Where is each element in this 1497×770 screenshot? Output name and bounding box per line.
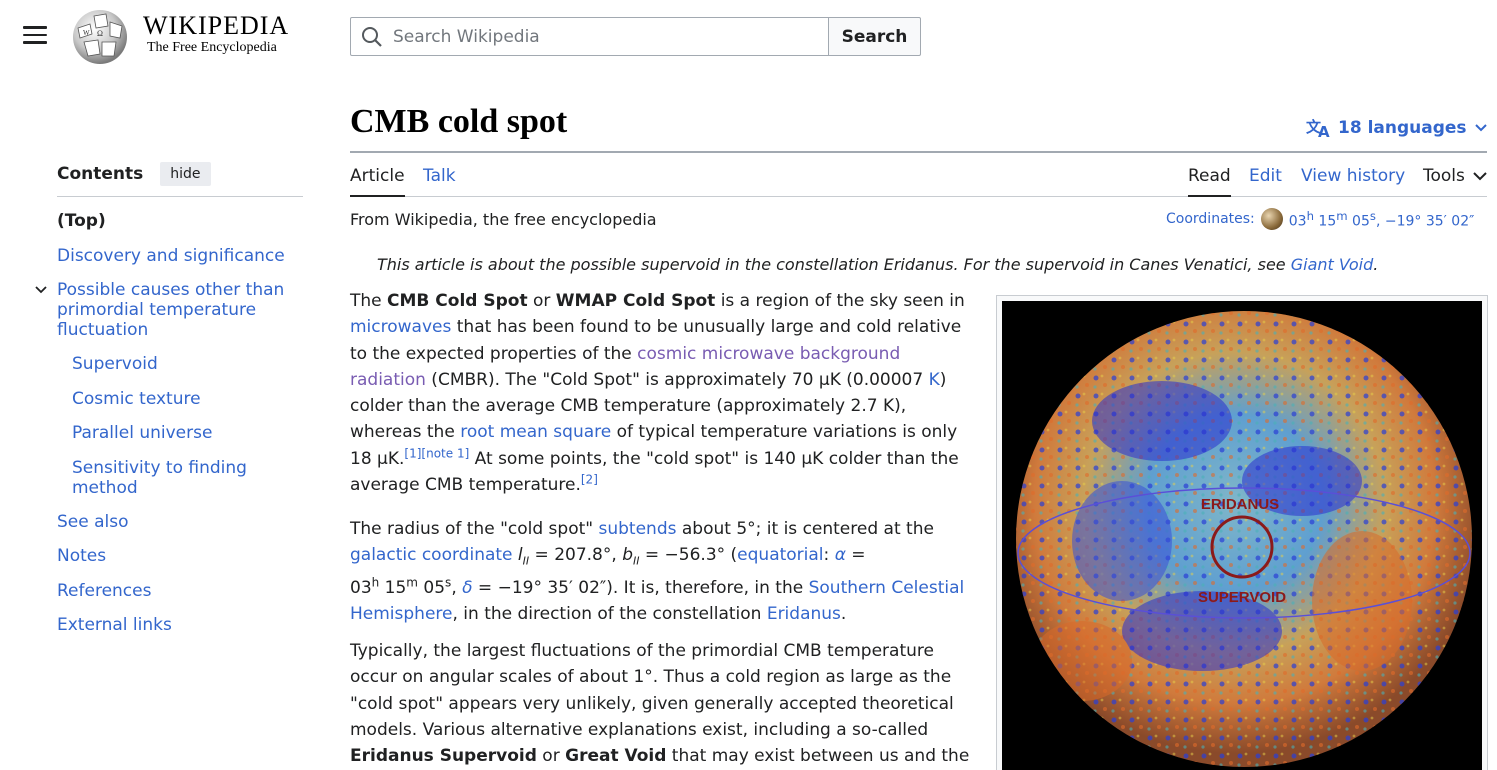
toc-item-possible-causes[interactable]: Possible causes other than primordial te… — [57, 280, 285, 340]
tab-article[interactable]: Article — [350, 166, 405, 197]
toc-item-cosmic-texture[interactable]: Cosmic texture — [72, 389, 201, 409]
paragraph-intro: The CMB Cold Spot or WMAP Cold Spot is a… — [350, 291, 965, 496]
svg-text:文: 文 — [1306, 118, 1322, 136]
toc-item-supervoid[interactable]: Supervoid — [72, 354, 158, 374]
toc-item-top[interactable]: (Top) — [57, 211, 106, 231]
kelvin-link[interactable]: K — [928, 369, 940, 390]
translate-icon: 文 A — [1306, 118, 1330, 139]
galactic-coordinate-link[interactable]: galactic coordinate — [350, 545, 513, 566]
toc-hide-button[interactable]: hide — [160, 162, 211, 186]
languages-label: 18 languages — [1338, 118, 1467, 138]
tab-talk[interactable]: Talk — [423, 166, 456, 186]
search-input[interactable]: Search Wikipedia — [350, 17, 830, 56]
equatorial-link[interactable]: equatorial — [737, 545, 824, 566]
toc-item-parallel-universe[interactable]: Parallel universe — [72, 423, 213, 443]
tools-label: Tools — [1423, 166, 1465, 186]
toc-item-discovery[interactable]: Discovery and significance — [57, 246, 285, 266]
chevron-down-icon — [1473, 171, 1487, 180]
wordmark-main: WIKIPEDIA — [143, 11, 290, 40]
coordinates-value: 03h 15m 05s, −19° 35′ 02″ — [1288, 208, 1475, 230]
eridanus-map-label: ERIDANUS — [1201, 496, 1279, 513]
toc-header: Contents hide — [57, 162, 211, 186]
page-tabs: Article Talk Read Edit View history Tool… — [350, 166, 1487, 197]
cmb-sky-image[interactable]: ERIDANUS SUPERVOID — [1002, 301, 1482, 770]
wikipedia-globe-logo[interactable]: Ω W — [70, 8, 131, 65]
hatnote: This article is about the possible super… — [377, 255, 1379, 274]
paragraph-location: The radius of the "cold spot" subtends a… — [350, 519, 965, 625]
cmb-sphere-graphic: ERIDANUS SUPERVOID — [1002, 301, 1482, 770]
svg-text:A: A — [1318, 123, 1330, 139]
toc-divider — [57, 196, 303, 197]
eridanus-link[interactable]: Eridanus — [766, 604, 841, 625]
microwaves-link[interactable]: microwaves — [350, 317, 452, 338]
search-icon — [362, 26, 382, 47]
search-button[interactable]: Search — [828, 17, 921, 56]
main-menu-icon[interactable] — [23, 26, 47, 46]
coordinates-label: Coordinates: — [1166, 211, 1255, 227]
ref-1[interactable]: [1] — [404, 446, 422, 461]
southern-hemisphere-link[interactable]: Southern Celestial Hemisphere — [350, 577, 965, 625]
chevron-down-icon[interactable] — [34, 283, 48, 297]
tab-view-history[interactable]: View history — [1301, 166, 1406, 186]
page-title: CMB cold spot — [350, 103, 568, 140]
toc-item-references[interactable]: References — [57, 581, 152, 601]
ref-2[interactable]: [2] — [580, 472, 598, 487]
toc-item-sensitivity[interactable]: Sensitivity to finding method — [72, 458, 247, 498]
toc-item-notes[interactable]: Notes — [57, 546, 107, 566]
title-divider — [350, 151, 1487, 153]
globe-icon — [1260, 208, 1283, 230]
wikipedia-wordmark[interactable]: WIKIPEDIA The Free Encyclopedia — [143, 12, 289, 56]
tools-menu[interactable]: Tools — [1423, 166, 1487, 186]
svg-text:Ω: Ω — [97, 29, 103, 38]
toc-item-external-links[interactable]: External links — [57, 615, 172, 635]
tab-read[interactable]: Read — [1188, 166, 1231, 197]
tab-edit[interactable]: Edit — [1249, 166, 1282, 186]
giant-void-link[interactable]: Giant Void — [1290, 255, 1374, 274]
rms-link[interactable]: root mean square — [460, 422, 612, 443]
language-button[interactable]: 文 A 18 languages — [1306, 117, 1487, 139]
toc-title: Contents — [57, 164, 144, 184]
svg-text:W: W — [83, 29, 90, 37]
cmb-radiation-link[interactable]: cosmic microwave background radiation — [350, 343, 901, 390]
toc-item-see-also[interactable]: See also — [57, 512, 129, 532]
site-subtitle: From Wikipedia, the free encyclopedia — [350, 210, 657, 229]
paragraph-fluctuations: Typically, the largest fluctuations of t… — [350, 641, 970, 767]
note-1[interactable]: [note 1] — [421, 446, 470, 461]
wordmark-tagline: The Free Encyclopedia — [147, 40, 277, 55]
chevron-down-icon — [1474, 124, 1487, 132]
supervoid-map-label: SUPERVOID — [1198, 589, 1286, 606]
subtends-link[interactable]: subtends — [598, 519, 677, 539]
coordinates[interactable]: Coordinates: 03h 15m 05s, −19° 35′ 02″ — [1166, 208, 1474, 230]
search-placeholder: Search Wikipedia — [393, 26, 540, 47]
